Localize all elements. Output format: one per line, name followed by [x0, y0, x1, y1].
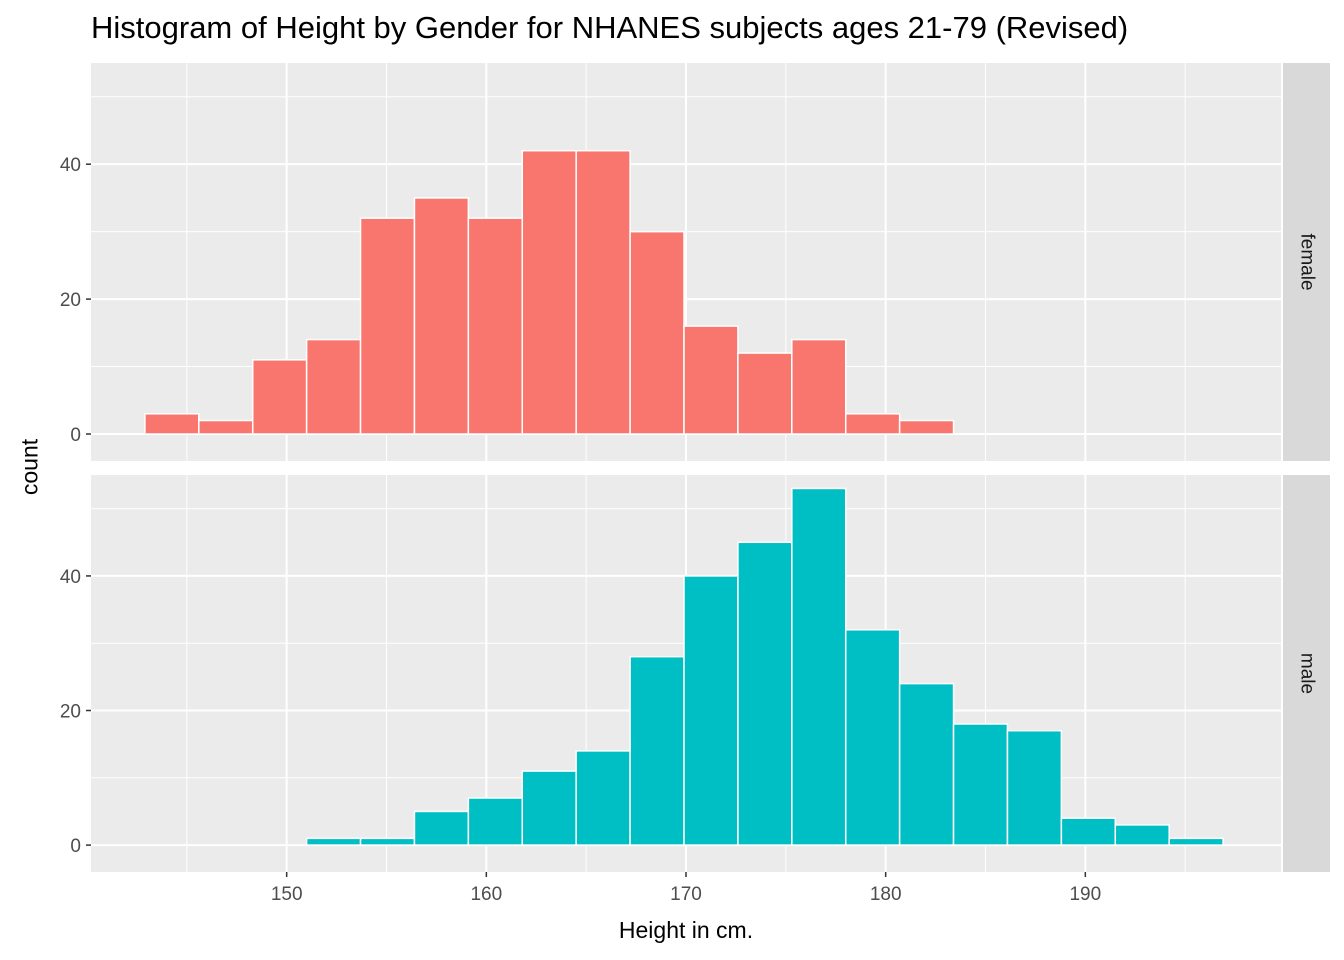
x-tick-label: 190	[1069, 884, 1101, 905]
y-tick-label: 20	[60, 702, 81, 723]
histogram-bar	[683, 325, 739, 435]
histogram-bar	[737, 352, 793, 435]
histogram-bar	[629, 655, 685, 846]
histogram-bar	[844, 413, 901, 435]
x-tick-label: 150	[271, 884, 303, 905]
y-axis-label: count	[16, 438, 43, 496]
facet-strip	[1283, 475, 1330, 872]
histogram-bar	[144, 413, 200, 435]
histogram-bar	[359, 217, 416, 435]
histogram-bar	[1168, 837, 1224, 846]
y-tick-label: 40	[60, 567, 81, 588]
y-tick-label: 0	[70, 836, 81, 857]
histogram-bar	[413, 197, 470, 435]
x-tick-label: 180	[870, 884, 902, 905]
chart-title: Histogram of Height by Gender for NHANES…	[91, 10, 1129, 45]
histogram-bar	[413, 810, 470, 846]
histogram-bar	[952, 723, 1009, 846]
histogram-bar	[737, 541, 793, 846]
x-tick-label: 160	[470, 884, 502, 905]
histogram-bar	[575, 750, 631, 846]
histogram-bar	[844, 629, 901, 846]
histogram-bar	[898, 682, 955, 846]
histogram-bar	[1006, 729, 1063, 846]
y-tick-label: 40	[60, 155, 81, 176]
facet-strip-label: male	[1296, 653, 1317, 694]
histogram-bar	[521, 149, 577, 435]
histogram-bar	[898, 419, 955, 435]
histogram-bar	[1060, 817, 1117, 846]
histogram-bar	[305, 338, 362, 435]
facet-panel-female: 0 20 40 female	[60, 63, 1330, 461]
histogram-bar	[305, 837, 362, 846]
histogram-bar	[791, 338, 847, 435]
facet-strip	[1283, 63, 1330, 461]
histogram-bar	[629, 230, 685, 435]
histogram-bar	[521, 770, 577, 846]
histogram-bar	[575, 149, 631, 435]
facet-panel-male: 0 20 40 male	[60, 475, 1330, 872]
histogram-bar	[359, 837, 416, 846]
histogram-bar	[683, 575, 739, 846]
histogram-bar	[467, 797, 524, 846]
histogram-bar	[251, 359, 308, 435]
y-tick-label: 20	[60, 290, 81, 311]
x-tick-label: 170	[670, 884, 702, 905]
histogram-bar	[791, 487, 847, 846]
histogram-bar	[198, 419, 254, 435]
facet-strip-label: female	[1296, 233, 1317, 290]
histogram-bar	[1114, 824, 1170, 846]
histogram-bar	[467, 217, 524, 435]
y-tick-label: 0	[70, 425, 81, 446]
x-axis-label: Height in cm.	[618, 917, 754, 943]
